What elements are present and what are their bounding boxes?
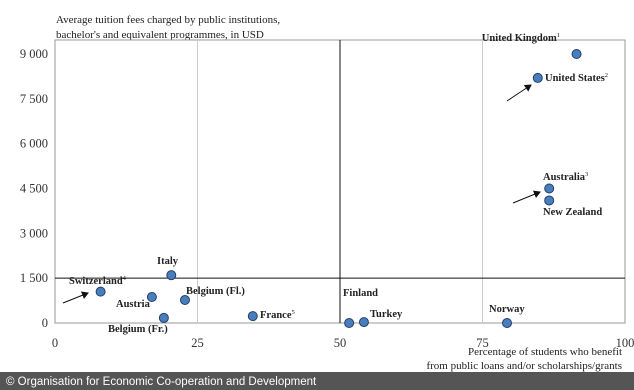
point (502, 318, 513, 328)
point-label: New Zealand (543, 207, 602, 218)
point (532, 72, 543, 83)
point-label-text: Belgium (Fl.) (186, 286, 245, 297)
point-label-text: New Zealand (543, 207, 602, 218)
y-tick-label: 3 000 (20, 226, 48, 240)
point-label-text: United Kingdom (482, 33, 557, 44)
point-label: Finland (343, 288, 378, 299)
arrow (506, 84, 532, 102)
point-label-text: United States (545, 73, 605, 84)
point-label: Australia3 (543, 171, 588, 183)
point (544, 195, 555, 206)
point (179, 294, 190, 305)
point-label-text: Austria (116, 299, 151, 310)
y-tick-label: 7 500 (20, 92, 48, 106)
point-label-note: 2 (605, 72, 608, 79)
point (544, 183, 555, 194)
x-axis-label: Percentage of students who benefit (468, 346, 622, 358)
x-tick-label: 25 (191, 336, 204, 350)
point (158, 312, 169, 323)
y-tick-label: 6 000 (20, 137, 48, 151)
point-label-text: Italy (157, 256, 179, 267)
point-label-text: Finland (343, 288, 378, 299)
x-tick-label: 100 (616, 336, 634, 350)
y-tick-label: 1 500 (20, 271, 48, 285)
point-label: France5 (260, 309, 295, 321)
point-label: Norway (489, 304, 525, 315)
point-label: United Kingdom1 (482, 32, 560, 44)
point-label-text: France (260, 310, 292, 321)
point-label: United States2 (545, 72, 608, 84)
point-label-note: 3 (585, 171, 588, 178)
x-tick-label: 50 (334, 336, 347, 350)
point-label-text: Norway (489, 304, 525, 315)
point (247, 311, 258, 322)
point-label-text: Switzerland (69, 276, 123, 287)
point-label-text: Turkey (370, 309, 403, 320)
point-label-note: 1 (557, 32, 560, 39)
point-label-note: 4 (123, 275, 127, 282)
point (146, 291, 157, 302)
point-label: Belgium (Fl.) (186, 286, 245, 297)
chart-title: Average tuition fees charged by public i… (56, 14, 280, 26)
point (358, 317, 369, 328)
point-label: Belgium (Fr.) (108, 324, 168, 335)
y-tick-label: 0 (42, 316, 48, 330)
point (166, 270, 177, 281)
arrow (62, 291, 89, 304)
x-tick-label: 75 (476, 336, 489, 350)
y-tick-label: 9 000 (20, 47, 48, 61)
x-tick-label: 0 (52, 336, 58, 350)
point (95, 286, 106, 297)
point-label: Austria (116, 299, 151, 310)
chart-title: bachelor's and equivalent programmes, in… (56, 29, 264, 41)
point-label: Italy (157, 256, 179, 267)
point-label: Switzerland4 (69, 275, 127, 287)
point-label-note: 5 (292, 309, 295, 316)
point-label: Turkey (370, 309, 403, 320)
x-axis-label: from public loans and/or scholarships/gr… (426, 360, 622, 372)
point (344, 318, 355, 328)
arrow (512, 190, 541, 204)
point (571, 49, 582, 59)
y-tick-label: 4 500 (20, 182, 48, 196)
footer: © Organisation for Economic Co-operation… (6, 376, 317, 388)
point-label-text: Belgium (Fr.) (108, 324, 168, 335)
point-label-text: Australia (543, 172, 586, 183)
footer-band (0, 372, 634, 390)
